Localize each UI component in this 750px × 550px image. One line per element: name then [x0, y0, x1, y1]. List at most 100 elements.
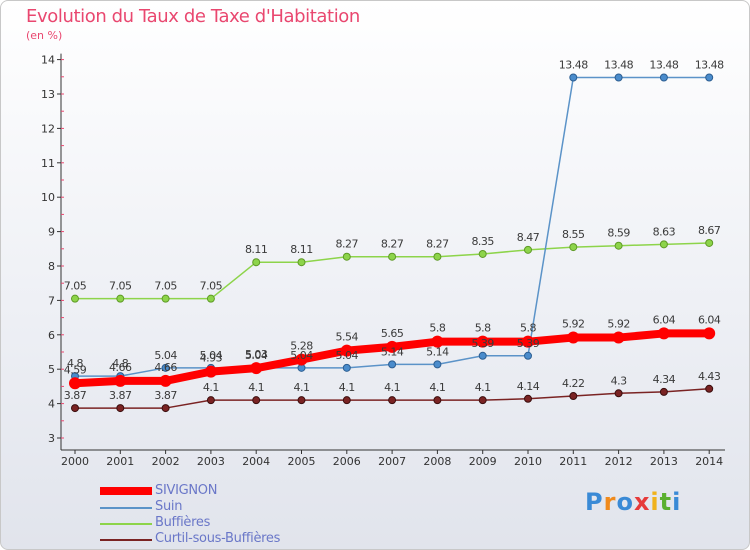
data-label: 8.59	[607, 227, 630, 240]
data-point	[705, 73, 714, 82]
data-point	[71, 294, 79, 303]
legend-label-sivignon: SIVIGNON	[155, 483, 218, 498]
data-label: 5.39	[517, 337, 540, 350]
legend-label-buffieres: Buffières	[155, 515, 211, 530]
data-label: 8.27	[426, 238, 449, 251]
logo-letter: P	[585, 488, 604, 516]
x-tick-label: 2009	[469, 455, 497, 468]
data-label: 4.93	[200, 352, 223, 365]
data-label: 5.14	[426, 345, 449, 358]
data-point	[71, 404, 79, 413]
data-point	[659, 73, 668, 82]
data-label: 7.05	[154, 280, 177, 293]
data-label: 4.1	[294, 381, 310, 394]
data-label: 5.04	[200, 349, 223, 362]
data-point	[116, 294, 125, 303]
x-tick-label: 2004	[242, 455, 270, 468]
logo-letter: i	[650, 488, 660, 516]
data-label: 4.66	[154, 361, 177, 374]
data-point	[614, 389, 623, 398]
data-point	[252, 258, 261, 267]
data-label: 8.11	[290, 243, 313, 256]
data-point	[342, 363, 351, 372]
data-point	[161, 294, 170, 303]
data-point	[116, 404, 125, 413]
data-point	[476, 335, 489, 348]
data-label: 5.39	[471, 337, 494, 350]
data-point	[204, 365, 217, 378]
data-point	[297, 396, 306, 405]
x-tick-label: 2007	[378, 455, 406, 468]
data-label: 5.28	[290, 340, 313, 353]
x-tick-label: 2011	[559, 455, 587, 468]
data-point	[524, 245, 532, 254]
data-label: 4.59	[64, 363, 87, 376]
x-tick-label: 2005	[288, 455, 316, 468]
data-label: 7.05	[64, 280, 87, 293]
y-tick-label: 9	[48, 226, 55, 239]
data-point	[433, 360, 442, 369]
logo-letter: o	[616, 488, 634, 516]
data-label: 5.8	[520, 322, 536, 335]
data-point	[252, 396, 261, 405]
data-point	[388, 360, 397, 369]
legend-swatch-buffieres	[100, 523, 152, 525]
chart-subtitle: (en %)	[26, 29, 63, 42]
data-point	[657, 327, 670, 340]
data-point	[161, 363, 170, 372]
data-point	[250, 362, 263, 375]
data-point	[478, 249, 487, 258]
x-tick-label: 2001	[106, 455, 134, 468]
y-tick-label: 3	[48, 432, 55, 445]
x-tick-label: 2002	[152, 455, 180, 468]
data-label: 4.1	[339, 381, 355, 394]
data-label: 5.54	[336, 331, 359, 344]
data-label: 4.1	[203, 381, 219, 394]
proxiti-logo: Proxiti	[585, 488, 681, 516]
data-point	[614, 241, 623, 250]
data-point	[612, 331, 625, 344]
data-label: 6.04	[653, 313, 676, 326]
data-label: 5.03	[245, 348, 268, 361]
data-label: 8.63	[653, 225, 676, 238]
data-label: 8.47	[517, 231, 540, 244]
data-point	[114, 374, 127, 387]
data-label: 8.35	[471, 235, 494, 248]
data-label: 4.1	[475, 381, 491, 394]
chart-title: Evolution du Taux de Taxe d'Habitation	[26, 6, 360, 27]
y-tick-label: 10	[41, 191, 55, 204]
data-label: 5.8	[429, 322, 445, 335]
y-tick-label: 11	[41, 157, 55, 170]
x-tick-label: 2000	[61, 455, 89, 468]
x-tick-label: 2006	[333, 455, 361, 468]
data-label: 4.1	[384, 381, 400, 394]
data-point	[433, 396, 442, 405]
x-tick-label: 2010	[514, 455, 542, 468]
data-label: 3.87	[64, 389, 87, 402]
data-point	[342, 396, 351, 405]
data-label: 5.14	[381, 345, 404, 358]
data-label: 3.87	[154, 389, 177, 402]
y-tick-label: 8	[48, 260, 55, 273]
data-point	[295, 353, 308, 366]
data-label: 4.14	[517, 380, 540, 393]
data-label: 4.1	[429, 381, 445, 394]
data-point	[524, 351, 532, 360]
data-point	[340, 344, 353, 357]
data-label: 4.8	[67, 357, 83, 370]
data-label: 5.04	[290, 349, 313, 362]
data-label: 4.43	[698, 370, 721, 383]
data-point	[342, 252, 351, 261]
data-point	[431, 335, 444, 348]
data-point	[69, 377, 81, 390]
data-point	[705, 384, 714, 393]
y-tick-label: 6	[48, 329, 55, 342]
legend-label-suin: Suin	[155, 499, 183, 514]
y-tick-label: 12	[41, 122, 55, 135]
data-label: 13.48	[649, 58, 678, 71]
data-point	[705, 238, 714, 247]
data-point	[433, 252, 442, 261]
data-point	[159, 374, 172, 387]
